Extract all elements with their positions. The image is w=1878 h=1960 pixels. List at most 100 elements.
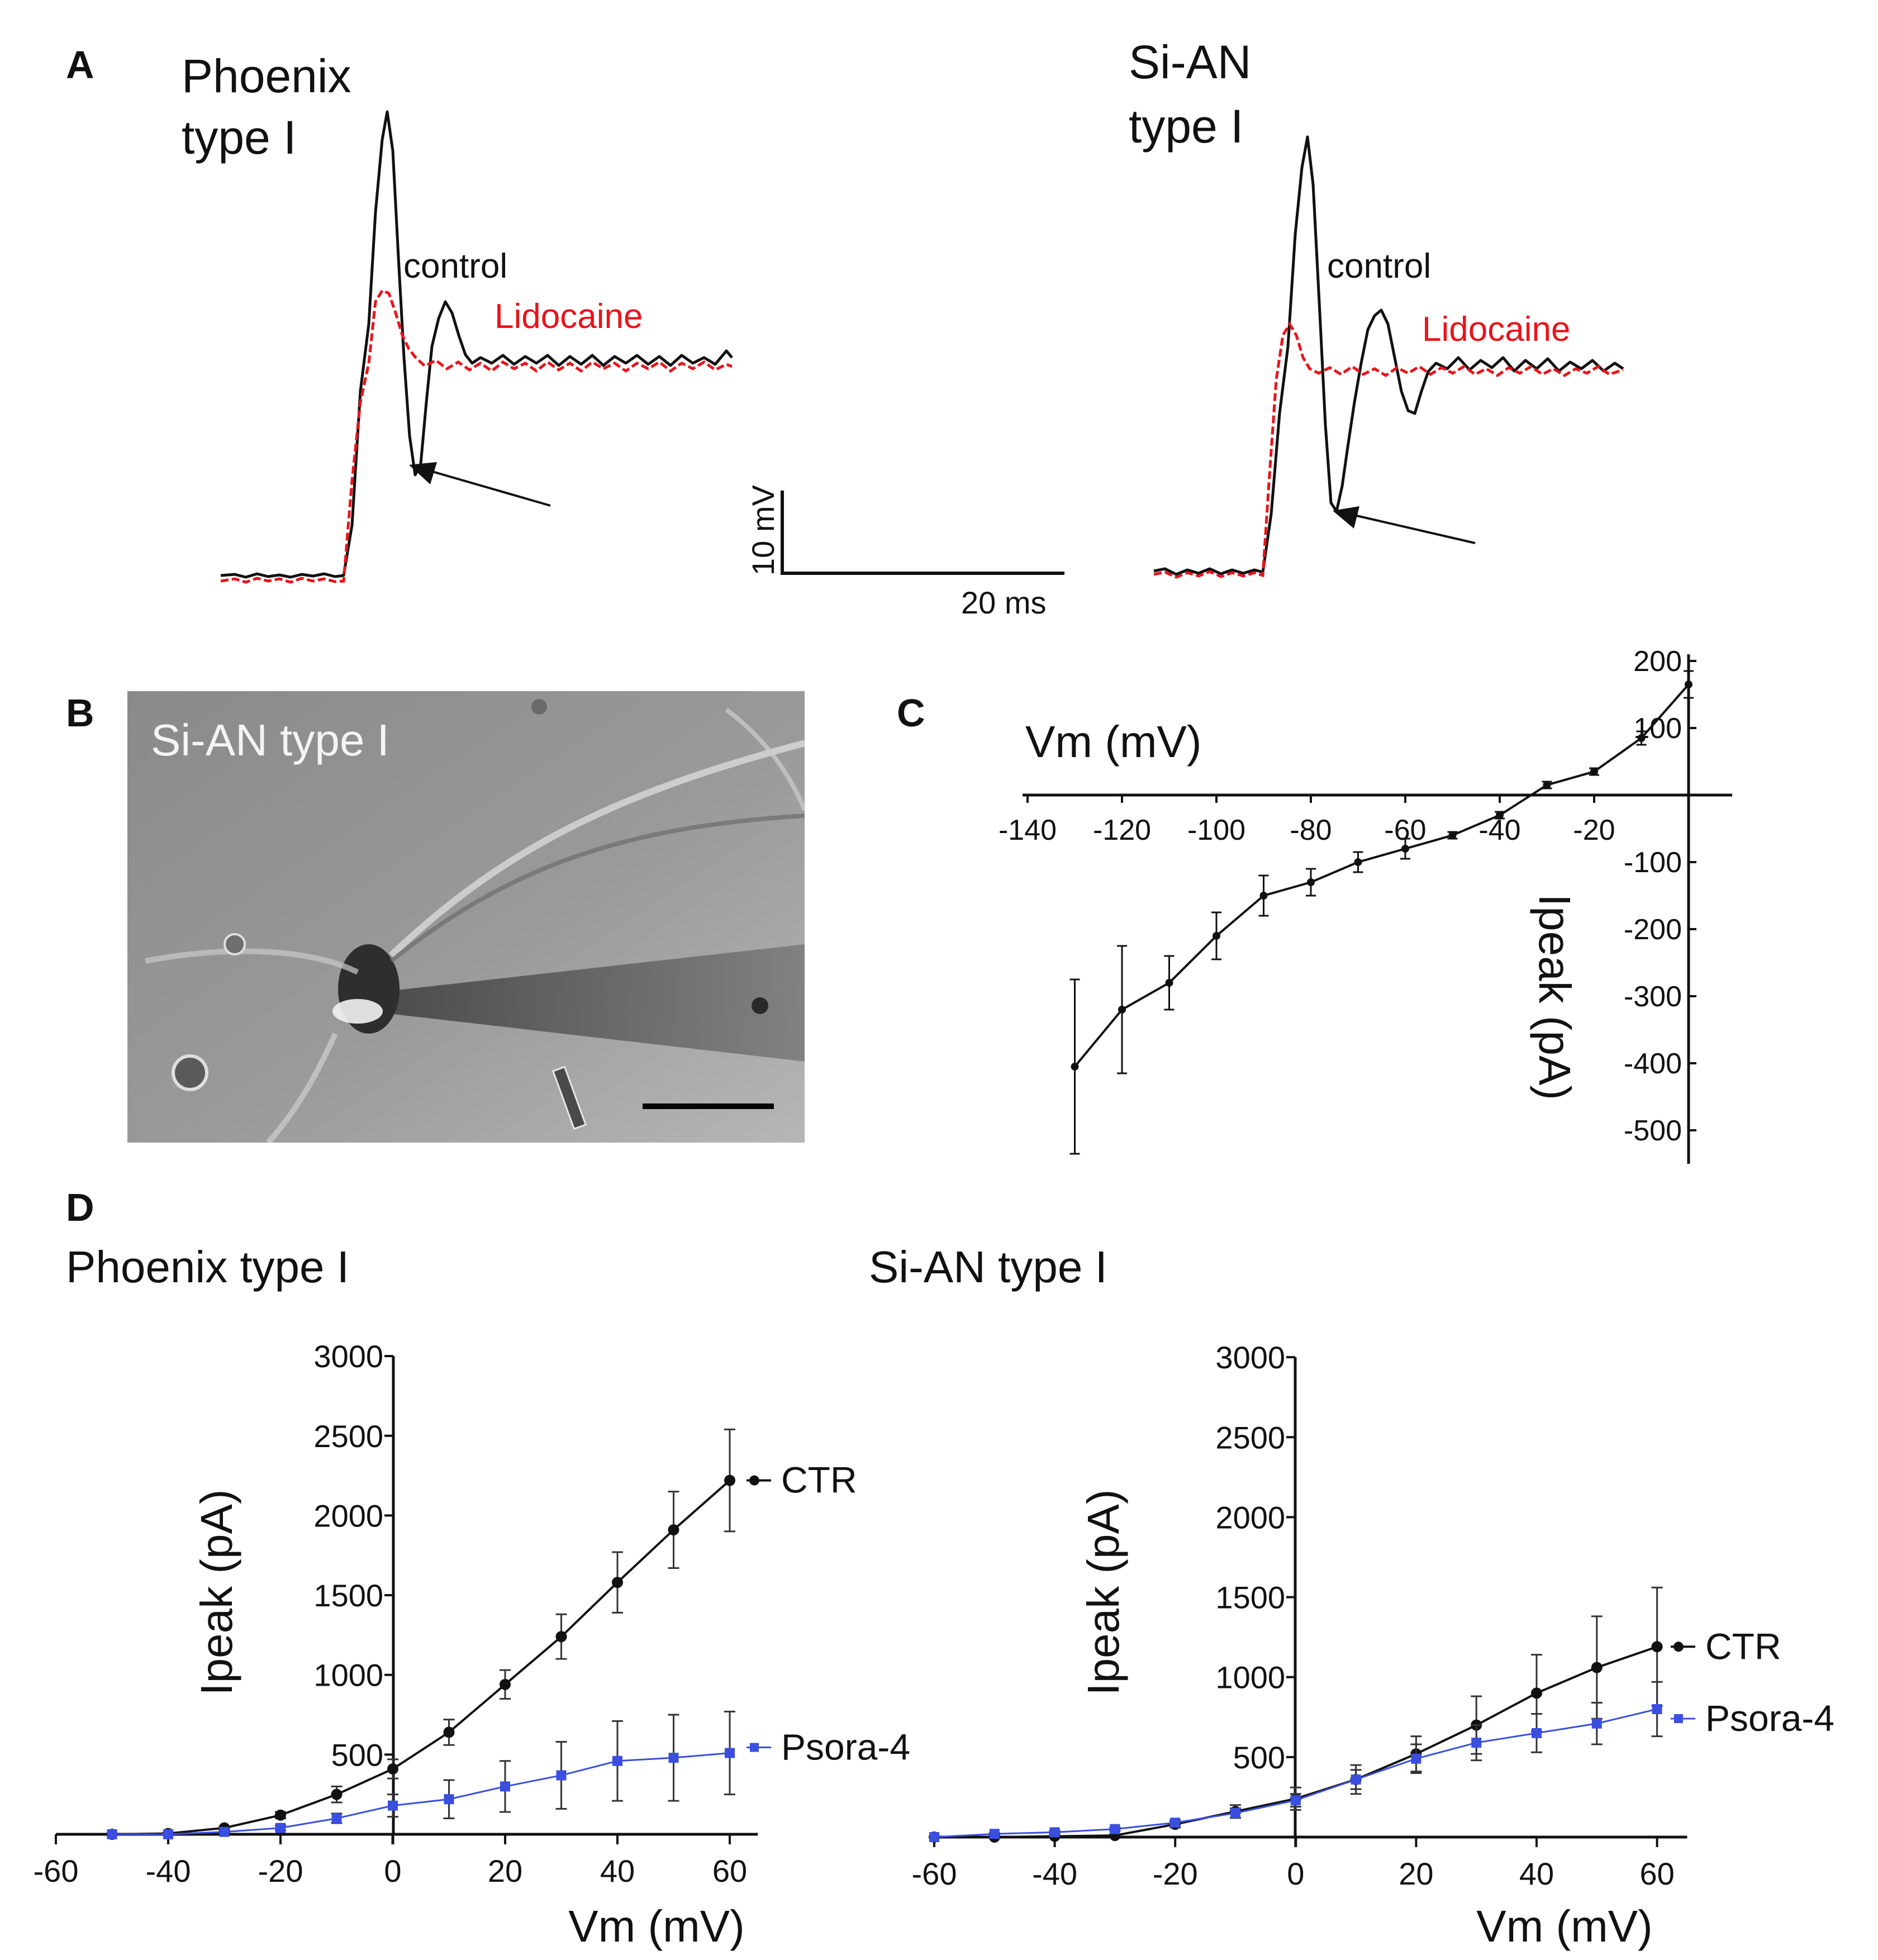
chart-d-left-x-axis-title: Vm (mV)	[568, 1901, 745, 1951]
chart-d-right-ctr-point	[1591, 1662, 1603, 1673]
chart-d-left-psora-point	[107, 1829, 117, 1839]
scale-bar	[781, 491, 1064, 575]
chart-d-right-y-tick-label: 1500	[1215, 1580, 1285, 1615]
chart-d-left-psora-point	[500, 1781, 510, 1792]
chart-d-right-legend-label: Psora-4	[1705, 1697, 1834, 1739]
si-an-control-trace	[1153, 135, 1624, 576]
chart-c-point	[1118, 1006, 1126, 1014]
chart-d-left-ctr-point	[612, 1577, 623, 1588]
chart-d-left-y-tick-label: 1000	[313, 1658, 383, 1693]
chart-d-left-y-tick-label: 2000	[313, 1498, 383, 1533]
chart-d-left-y-tick-label: 1500	[313, 1578, 383, 1613]
chart-d-left-psora-point	[725, 1748, 735, 1758]
chart-d-left-psora-line	[112, 1752, 730, 1835]
chart-d-left-x-tick-label: 0	[384, 1853, 401, 1888]
scale-bar-horizontal-label: 20 ms	[961, 585, 1047, 620]
panel-a-letter: A	[66, 43, 94, 87]
chart-d-right-legend-label: CTR	[1705, 1625, 1781, 1667]
chart-d-left-y-axis-title: Ipeak (pA)	[192, 1489, 241, 1695]
chart-d-right-psora-point	[1532, 1728, 1542, 1738]
chart-d-left-legend-marker	[750, 1743, 759, 1752]
chart-d-left-psora-point	[388, 1800, 398, 1811]
chart-d-right-y-tick-label: 500	[1233, 1740, 1285, 1775]
panel-c-letter: C	[897, 691, 925, 735]
chart-d-right-psora-point	[1591, 1718, 1602, 1729]
chart-c: -140 -120 -100 -80 -60 -40 -20200100-100-200-3…	[999, 645, 1732, 1164]
chart-d-left-legend-marker	[749, 1475, 759, 1486]
phoenix-arrow	[409, 462, 551, 507]
chart-d-right-psora-point	[1351, 1774, 1361, 1785]
chart-d-right-x-tick-label: 20	[1399, 1856, 1433, 1891]
chart-d-left-psora-point	[219, 1826, 230, 1837]
phoenix-control-trace	[220, 110, 733, 579]
chart-c-x-tick-label: -80	[1290, 814, 1332, 846]
chart-d-left-ctr-point	[387, 1763, 398, 1775]
chart-c-point	[1259, 892, 1268, 900]
chart-c-y-tick-label: -200	[1624, 914, 1682, 946]
chart-d-left-y-tick-label: 500	[331, 1737, 383, 1772]
chart-d-right-psora-point	[1230, 1808, 1240, 1819]
phoenix-control-label: control	[403, 247, 507, 286]
chart-d-right-psora-point	[1290, 1795, 1301, 1806]
si-an-lidocaine-label: Lidocaine	[1422, 310, 1570, 349]
phoenix-traces	[220, 110, 733, 584]
chart-c-point	[1496, 811, 1504, 819]
panel-a-left-title-line1: Phoenix	[182, 50, 351, 102]
panel-b-letter: B	[66, 691, 94, 735]
chart-c-point	[1590, 768, 1598, 776]
chart-d-left-ctr-point	[555, 1631, 567, 1643]
chart-d-right-ctr-point	[1651, 1641, 1663, 1653]
chart-d-right-psora-point	[1652, 1704, 1662, 1714]
chart-c-x-tick-label: -120	[1093, 814, 1151, 846]
chart-d-right-psora-point	[989, 1829, 1000, 1839]
chart-c-series-line	[1073, 683, 1690, 1068]
chart-d-left-psora-point	[612, 1756, 622, 1766]
chart-d-right-x-tick-label: 60	[1639, 1856, 1674, 1891]
chart-d-left-y-tick-label: 2500	[313, 1419, 383, 1454]
chart-d-left-ctr-line	[112, 1479, 731, 1835]
chart-d-right-psora-point	[929, 1832, 939, 1842]
chart-c-y-tick-label: -300	[1624, 981, 1682, 1013]
si-an-arrow	[1333, 506, 1476, 544]
chart-c-x-tick-label: -20	[1573, 814, 1615, 846]
chart-d-right-psora-point	[1049, 1827, 1060, 1838]
chart-d-right-x-tick-label: 40	[1519, 1856, 1554, 1891]
chart-c-point	[1354, 858, 1362, 866]
panel-a-left-title-line2: type I	[182, 111, 296, 164]
chart-d-right-x-tick-label: 0	[1287, 1856, 1304, 1891]
chart-c-y-tick-label: -100	[1624, 846, 1682, 879]
chart-d-right-ctr-point	[1531, 1687, 1542, 1699]
chart-c-point	[1165, 979, 1173, 987]
chart-c-point	[1401, 845, 1409, 853]
chart-d-left-x-tick-label: -20	[258, 1853, 303, 1888]
chart-d-left-x-tick-label: 40	[600, 1853, 635, 1888]
chart-d-left-x-tick-label: -60	[34, 1853, 79, 1888]
micrograph-label: Si-AN type I	[151, 715, 389, 765]
chart-d-right-psora-point	[1411, 1753, 1421, 1764]
chart-c-x-tick-label: -140	[999, 814, 1057, 846]
phoenix-lidocaine-label: Lidocaine	[495, 297, 643, 336]
chart-c-point	[1685, 681, 1692, 688]
chart-d-left-ctr-point	[668, 1524, 679, 1536]
chart-d-left: -60 -40 -20 0 20 40 60 500 1000 1500 2000 2500 3000 V…	[34, 1339, 911, 1951]
chart-d-left-psora-point	[556, 1770, 567, 1781]
chart-c-y-tick-label: -500	[1624, 1115, 1682, 1147]
chart-d-right: -60 -40 -20 0 20 40 60 500 1000 1500 2000 2500 3000 V…	[912, 1340, 1835, 1951]
si-an-traces	[1153, 135, 1624, 579]
chart-c-point	[1213, 932, 1220, 940]
chart-d-left-y-tick-label: 3000	[313, 1339, 383, 1374]
scale-bar-vertical-label: 10 mV	[745, 485, 781, 575]
chart-c-point	[1307, 878, 1315, 886]
chart-c-y-axis-title: Ipeak (pA)	[1530, 894, 1580, 1100]
chart-c-point	[1543, 781, 1551, 789]
chart-c-y-tick-label: 200	[1633, 645, 1682, 678]
panel-a-right-title-line1: Si-AN	[1129, 36, 1251, 88]
panel-a-right-title-line2: type I	[1129, 100, 1243, 153]
chart-d-right-x-axis-title: Vm (mV)	[1476, 1901, 1653, 1951]
chart-d-right-legend-marker	[1673, 1642, 1684, 1652]
micrograph	[127, 691, 805, 1143]
panel-d-letter: D	[66, 1186, 94, 1229]
chart-d-right-y-tick-label: 2000	[1215, 1500, 1285, 1535]
panel-d-left-title: Phoenix type I	[66, 1242, 349, 1292]
